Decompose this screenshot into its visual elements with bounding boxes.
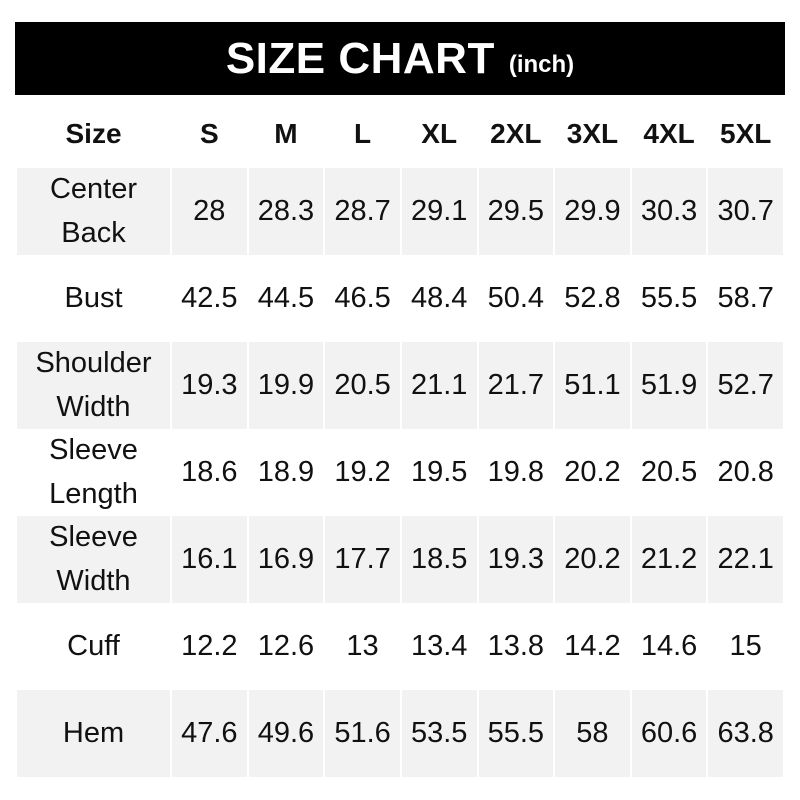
measurement-value: 29.5	[478, 168, 554, 255]
measurement-value: 30.3	[631, 168, 707, 255]
size-column-header: S	[199, 118, 219, 149]
measurement-value: 20.5	[325, 342, 400, 429]
measurement-label: Bust	[17, 255, 170, 342]
measurement-value: 13.4	[410, 629, 468, 662]
measurement-value: 21.2	[631, 516, 707, 603]
measurement-value: 51.9	[631, 342, 707, 429]
title-text: SIZE CHART	[225, 33, 495, 83]
measurement-value: 12.2	[181, 629, 238, 662]
table-row: Center Back 28 28.3 28.7 29.1 29.5 29.9 30.3 30.7	[17, 168, 783, 255]
measurement-label-line: Sleeve	[49, 521, 138, 553]
table-row: Cuff 12.2 12.6 13 13.4 13.8 14.2 14.6 15	[17, 603, 783, 690]
table-row: Bust 42.5 44.5 46.5 48.4 50.4 52.8 55.5 58.7	[17, 255, 783, 342]
measurement-value: 14.6	[640, 629, 698, 662]
measurement-value: 20.2	[564, 455, 621, 488]
measurement-value: 19.3	[478, 516, 554, 603]
measurement-label: Sleeve Length	[17, 429, 170, 516]
measurement-label: Hem	[17, 690, 170, 777]
size-column-header: 3XL	[566, 118, 619, 149]
measurement-value: 20.5	[640, 455, 698, 488]
measurement-label: Sleeve Width	[17, 516, 170, 603]
measurement-value: 22.1	[708, 516, 783, 603]
measurement-label-line: Center	[49, 173, 138, 205]
measurement-value: 29.9	[555, 168, 630, 255]
size-column-header: XL	[421, 118, 458, 149]
measurement-value: 19.2	[334, 455, 391, 488]
size-column-header: L	[354, 118, 372, 149]
measurement-value: 18.5	[401, 516, 477, 603]
measurement-label: Center Back	[17, 168, 170, 255]
measurement-value: 63.8	[708, 690, 783, 777]
size-column-header: M	[274, 118, 298, 149]
measurement-value: 50.4	[487, 281, 545, 314]
measurement-label-line: Hem	[62, 716, 125, 749]
measurement-label-line: Shoulder	[35, 347, 152, 379]
measurement-label-line: Length	[49, 477, 138, 510]
measurement-value: 42.5	[181, 281, 238, 314]
measurement-value: 44.5	[257, 281, 315, 314]
measurement-value: 16.9	[248, 516, 324, 603]
size-chart-title: SIZE CHART (inch)	[15, 22, 785, 95]
measurement-value: 49.6	[248, 690, 324, 777]
measurement-label-line: Sleeve	[49, 434, 138, 466]
measurement-value: 52.7	[708, 342, 783, 429]
table-row: Hem 47.6 49.6 51.6 53.5 55.5 58 60.6 63.8	[17, 690, 783, 777]
measurement-value: 12.6	[257, 629, 315, 662]
measurement-value: 48.4	[410, 281, 468, 314]
measurement-value: 58	[555, 690, 630, 777]
unit-label: (inch)	[508, 50, 575, 78]
measurement-value: 13.8	[487, 629, 545, 662]
measurement-value: 19.5	[410, 455, 468, 488]
header-row: Size S M L XL 2XL 3XL 4XL 5XL	[17, 100, 783, 168]
size-header: Size	[65, 118, 122, 149]
measurement-value: 52.8	[564, 281, 621, 314]
measurement-value: 13	[346, 629, 379, 662]
measurement-label-line: Width	[56, 564, 131, 597]
measurement-value: 15	[729, 629, 762, 662]
table-row: Sleeve Length 18.6 18.9 19.2 19.5 19.8 20.2 20.5…	[17, 429, 783, 516]
measurement-value: 21.7	[478, 342, 554, 429]
measurement-label-line: Bust	[64, 281, 123, 314]
size-column-header: 5XL	[720, 118, 772, 149]
measurement-value: 28	[172, 168, 247, 255]
measurement-value: 19.8	[487, 455, 545, 488]
measurement-value: 55.5	[640, 281, 698, 314]
measurement-value: 18.9	[257, 455, 315, 488]
measurement-value: 60.6	[631, 690, 707, 777]
measurement-label: Shoulder Width	[17, 342, 170, 429]
measurement-label-line: Back	[61, 216, 126, 249]
measurement-value: 16.1	[172, 516, 247, 603]
measurement-value: 53.5	[401, 690, 477, 777]
measurement-label-line: Cuff	[67, 629, 120, 662]
table-row: Shoulder Width 19.3 19.9 20.5 21.1 21.7 51.1 51.…	[17, 342, 783, 429]
size-column-header: 2XL	[490, 118, 542, 149]
measurement-value: 30.7	[708, 168, 783, 255]
measurement-value: 19.9	[248, 342, 324, 429]
measurement-value: 46.5	[334, 281, 391, 314]
table-row: Sleeve Width 16.1 16.9 17.7 18.5 19.3 20.2 21.2 2…	[17, 516, 783, 603]
measurement-value: 51.1	[555, 342, 630, 429]
measurement-label: Cuff	[17, 603, 170, 690]
measurement-value: 20.8	[717, 455, 774, 488]
measurement-value: 55.5	[478, 690, 554, 777]
measurement-value: 21.1	[401, 342, 477, 429]
measurement-value: 20.2	[555, 516, 630, 603]
size-column-header: 4XL	[643, 118, 695, 149]
measurement-value: 29.1	[401, 168, 477, 255]
measurement-value: 58.7	[717, 281, 774, 314]
measurement-label-line: Width	[56, 390, 131, 423]
measurement-value: 47.6	[172, 690, 247, 777]
size-table: Size S M L XL 2XL 3XL 4XL 5XL Center Back 28 28.3 28…	[15, 100, 785, 777]
measurement-value: 28.7	[325, 168, 400, 255]
measurement-value: 19.3	[172, 342, 247, 429]
measurement-value: 51.6	[325, 690, 400, 777]
measurement-value: 14.2	[564, 629, 621, 662]
measurement-value: 28.3	[248, 168, 324, 255]
measurement-value: 18.6	[181, 455, 238, 488]
measurement-value: 17.7	[325, 516, 400, 603]
